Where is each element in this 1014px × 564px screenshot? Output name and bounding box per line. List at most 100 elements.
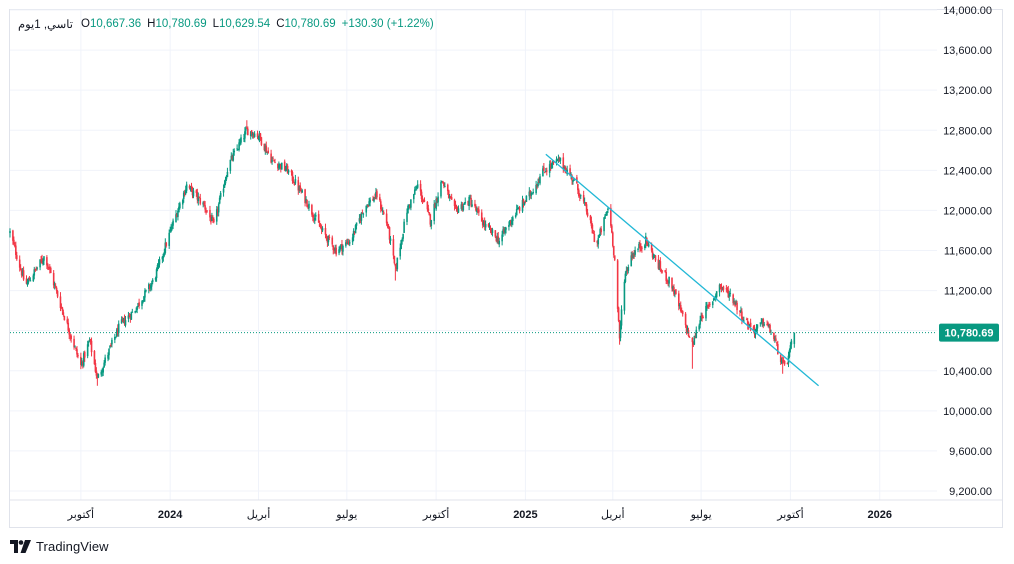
candle-body	[172, 220, 174, 226]
candle-body	[89, 339, 92, 342]
candle-body	[111, 339, 113, 345]
candle-body	[619, 324, 622, 338]
candle-body	[9, 231, 11, 234]
candle-body	[652, 255, 655, 258]
time-tick-label: يوليو	[690, 509, 712, 521]
candle-body	[175, 214, 177, 222]
candle-body	[27, 279, 30, 283]
time-axis[interactable]: أكتوبر 2024 أبريل يوليو أكتوبر 2025 أبريل يوليو…	[67, 507, 892, 521]
candle-body	[333, 249, 336, 251]
symbol-label[interactable]: تاسي, 1يوم	[18, 19, 73, 31]
candle-body	[293, 183, 296, 185]
candle-body	[790, 340, 793, 345]
candle-body	[680, 310, 683, 313]
candle-body	[536, 184, 538, 186]
candle-body	[70, 335, 72, 339]
candle-body	[623, 281, 626, 311]
candle-body	[388, 227, 391, 240]
candle-body	[783, 360, 786, 365]
candle-body	[110, 344, 112, 346]
candle-body	[538, 181, 540, 183]
candle-body	[178, 206, 180, 213]
candle-body	[409, 206, 411, 208]
candle-body	[205, 210, 207, 212]
candle-body	[339, 246, 341, 251]
candle-body	[274, 162, 276, 164]
candle-body	[501, 234, 503, 242]
candle-body	[607, 208, 609, 211]
candle-body	[15, 255, 18, 260]
candle-body	[426, 201, 429, 210]
candle-body	[469, 198, 471, 200]
candle-body	[456, 207, 459, 212]
candle-body	[273, 159, 275, 162]
candle-body	[531, 193, 534, 195]
candle-body	[598, 235, 601, 238]
candle-body	[73, 338, 75, 348]
trendline-group[interactable]	[545, 153, 819, 387]
candle-body	[693, 336, 696, 345]
candle-body	[644, 245, 646, 248]
candle-body	[395, 266, 398, 269]
candle-body	[752, 326, 755, 330]
candle-body	[148, 284, 150, 289]
candle-body	[522, 199, 525, 204]
candle-body	[185, 184, 188, 191]
candle-body	[732, 294, 734, 304]
price-tick-label: 10,000.00	[943, 406, 992, 418]
candle-body	[225, 177, 228, 180]
candle-body	[209, 209, 211, 218]
candle-body	[637, 248, 639, 251]
candle-body	[511, 220, 513, 225]
candle-body	[267, 150, 270, 154]
candle-body	[537, 182, 539, 187]
candle-body	[633, 253, 635, 256]
candle-body	[177, 210, 179, 217]
candle-body	[66, 319, 69, 323]
candle-body	[709, 303, 711, 305]
candle-body	[120, 319, 123, 324]
price-tick-label: 10,400.00	[943, 366, 992, 378]
candle-body	[86, 344, 89, 357]
candle-body	[558, 158, 561, 162]
candle-body	[230, 155, 233, 160]
candle-body	[318, 223, 321, 227]
candle-body	[298, 186, 301, 191]
price-tick-label: 13,600.00	[943, 45, 992, 57]
tradingview-logo[interactable]: TradingView	[10, 539, 109, 554]
candle-body	[238, 142, 240, 150]
candle-body	[686, 328, 689, 333]
candle-body	[521, 200, 524, 212]
candle-body	[657, 259, 660, 269]
candle-body	[524, 201, 527, 203]
candle-body	[789, 345, 792, 350]
candle-body	[247, 128, 249, 136]
candle-body	[22, 270, 25, 280]
candle-body	[413, 189, 416, 195]
candle-body	[476, 209, 478, 212]
candle-body	[375, 191, 377, 197]
candle-body	[331, 237, 334, 245]
candle-body	[433, 204, 435, 221]
last-price-label-bg[interactable]	[939, 323, 999, 342]
candle-body	[285, 165, 288, 171]
candle-body	[359, 218, 362, 221]
candle-body	[659, 261, 662, 269]
candle-body	[610, 207, 612, 226]
candle-body	[646, 242, 649, 247]
candle-body	[348, 242, 351, 244]
candle-body	[179, 203, 181, 209]
candle-body	[216, 209, 219, 213]
candle-body	[18, 259, 21, 268]
candle-body	[509, 220, 511, 226]
candle-body	[265, 145, 268, 153]
candle-body	[401, 239, 403, 242]
candle-body	[144, 290, 146, 298]
price-axis[interactable]: 14,000.00 13,600.00 13,200.00 12,800.00 12,4…	[939, 5, 999, 498]
candle-body	[292, 180, 295, 183]
candle-body	[33, 269, 36, 276]
candle-body	[410, 199, 412, 208]
candle-body	[728, 293, 731, 297]
trendline[interactable]	[545, 153, 819, 387]
